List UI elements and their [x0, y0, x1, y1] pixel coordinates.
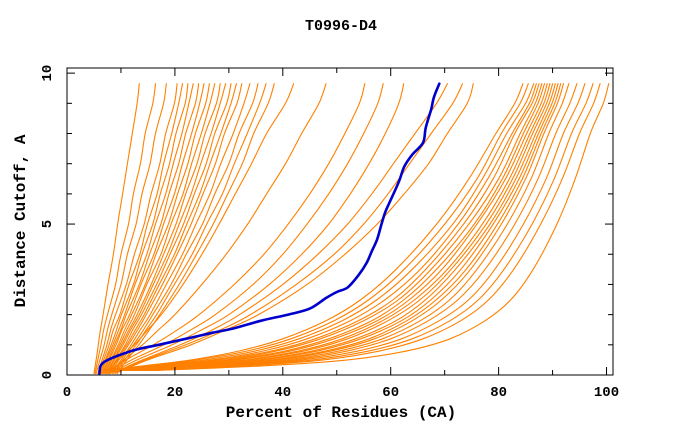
model-31-curve	[109, 83, 535, 372]
x-tick-label-0: 0	[63, 385, 71, 401]
model-32-curve	[112, 83, 537, 372]
model-25-curve	[112, 83, 405, 373]
ticks-layer	[66, 68, 613, 376]
chart-title: T0996-D4	[305, 18, 377, 35]
model-41-curve	[136, 83, 562, 372]
x-tick-label-100: 100	[594, 385, 619, 401]
model-12-curve	[105, 83, 221, 375]
model-10-curve	[103, 83, 210, 375]
y-tick-label-5: 5	[40, 220, 56, 228]
y-tick-label-0: 0	[40, 371, 56, 379]
model-26-curve	[115, 83, 448, 373]
model-17-curve	[111, 83, 251, 375]
model-42-curve	[139, 83, 564, 372]
model-47-curve	[152, 83, 601, 372]
model-20-curve	[116, 83, 275, 375]
model-05-curve	[98, 83, 184, 375]
curves-layer	[93, 82, 610, 375]
model-21-curve	[106, 83, 295, 373]
model-39-curve	[131, 83, 556, 372]
model-14-curve	[107, 83, 232, 375]
model-13-curve	[106, 83, 227, 375]
plot-border	[66, 67, 614, 376]
tick-labels-layer: 0 20 40 60 80 100 0 5 10	[40, 65, 619, 401]
x-tick-label-20: 20	[166, 385, 183, 401]
model-03-curve	[95, 83, 167, 375]
model-11-curve	[104, 83, 216, 375]
model-35-curve	[120, 83, 546, 372]
x-axis-label: Percent of Residues (CA)	[226, 404, 456, 422]
model-24-curve	[111, 83, 384, 373]
highlighted-model-curve	[98, 82, 441, 375]
model-22-curve	[108, 83, 327, 373]
model-09-curve	[102, 83, 205, 375]
x-tick-label-60: 60	[382, 385, 399, 401]
model-06-curve	[99, 83, 189, 375]
model-46-curve	[150, 83, 594, 372]
model-34-curve	[117, 83, 543, 372]
model-02-curve	[94, 83, 157, 375]
y-axis-label: Distance Cutoff, A	[12, 134, 30, 307]
model-28-curve	[118, 83, 474, 373]
model-01-curve	[93, 83, 140, 375]
model-44-curve	[144, 83, 578, 372]
model-33-curve	[115, 83, 540, 372]
model-18-curve	[113, 83, 259, 375]
model-40-curve	[133, 83, 559, 372]
model-43-curve	[141, 83, 570, 372]
model-45-curve	[147, 83, 586, 372]
model-15-curve	[109, 83, 237, 375]
model-08-curve	[101, 83, 200, 375]
model-19-curve	[115, 83, 267, 375]
model-48-curve	[155, 83, 610, 372]
x-tick-label-80: 80	[490, 385, 507, 401]
x-tick-label-40: 40	[274, 385, 291, 401]
model-38-curve	[128, 83, 554, 372]
model-29-curve	[104, 83, 524, 372]
model-07-curve	[100, 83, 194, 375]
model-27-curve	[116, 83, 464, 373]
model-36-curve	[123, 83, 548, 372]
model-16-curve	[110, 83, 243, 375]
model-30-curve	[106, 83, 529, 372]
y-tick-label-10: 10	[40, 65, 56, 82]
model-04-curve	[97, 83, 178, 375]
model-37-curve	[125, 83, 551, 372]
